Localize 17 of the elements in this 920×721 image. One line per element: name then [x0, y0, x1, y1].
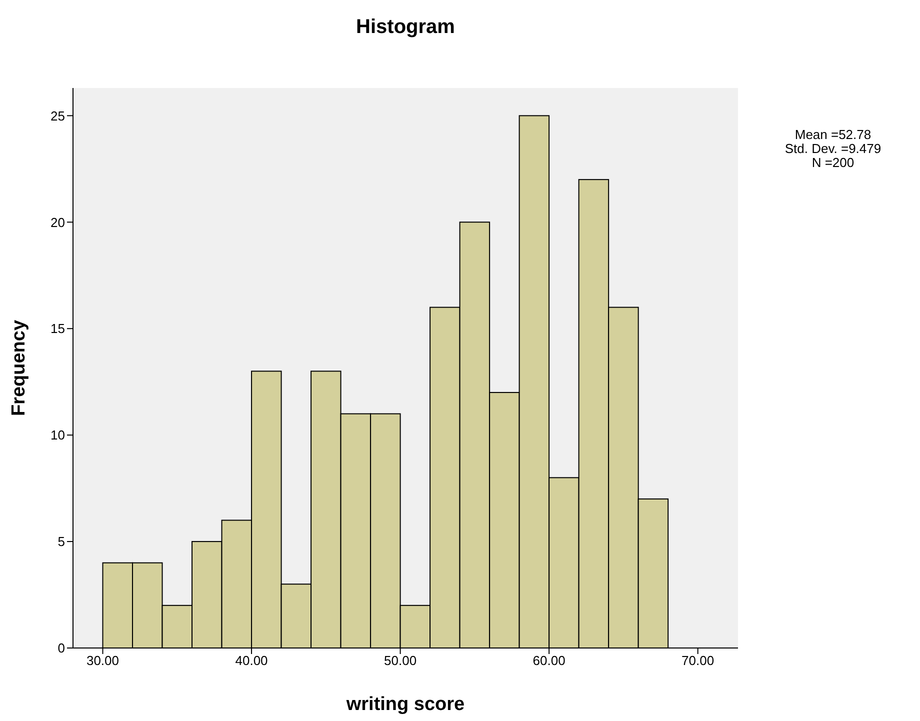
- x-tick-label: 40.00: [235, 653, 268, 668]
- text: Std. Dev. =9.479: [784, 141, 882, 156]
- x-tick-label: 30.00: [86, 653, 120, 668]
- x-tick-label: 70.00: [682, 653, 714, 668]
- y-tick-label: 20: [50, 214, 65, 230]
- y-tick-label: 15: [50, 321, 65, 336]
- y-tick-label: 0: [58, 640, 65, 656]
- y-tick-label: 25: [50, 108, 65, 124]
- y-tick-label: 5: [58, 534, 65, 550]
- chart-title: Histogram: [355, 16, 456, 39]
- text: N =200: [810, 155, 856, 170]
- text: Mean =52.78: [794, 127, 872, 142]
- y-tick-label: 10: [50, 428, 65, 443]
- y-axis-title: Frequency: [8, 320, 30, 416]
- x-tick-label: 50.00: [384, 653, 417, 668]
- x-tick-label: 60.00: [532, 653, 566, 668]
- x-axis-title: writing score: [345, 694, 465, 715]
